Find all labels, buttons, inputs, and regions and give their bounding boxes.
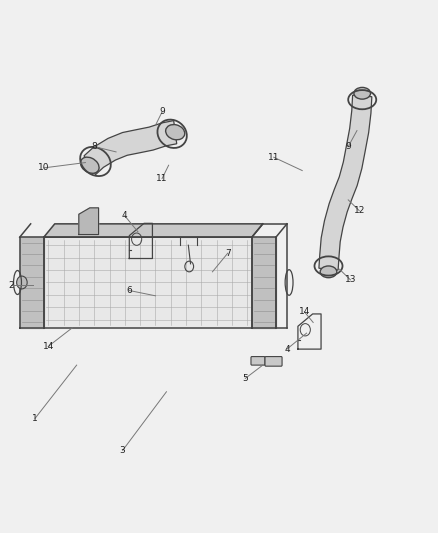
Text: 13: 13: [345, 276, 356, 284]
Text: 9: 9: [159, 108, 165, 116]
Polygon shape: [20, 237, 44, 328]
Text: 3: 3: [120, 446, 126, 455]
Text: 10: 10: [38, 164, 49, 172]
Polygon shape: [44, 224, 263, 237]
Ellipse shape: [320, 266, 337, 278]
Text: 4: 4: [284, 345, 290, 353]
Text: 2: 2: [8, 281, 14, 289]
Text: 1: 1: [32, 414, 38, 423]
FancyBboxPatch shape: [265, 357, 282, 366]
Polygon shape: [79, 208, 99, 235]
Text: 11: 11: [156, 174, 168, 183]
Text: 11: 11: [268, 153, 279, 161]
Text: 14: 14: [42, 342, 54, 351]
Text: 14: 14: [299, 308, 310, 316]
Text: 12: 12: [353, 206, 365, 215]
Polygon shape: [84, 120, 177, 175]
Text: 7: 7: [225, 249, 231, 257]
Text: 9: 9: [345, 142, 351, 151]
Polygon shape: [44, 237, 252, 328]
Ellipse shape: [354, 87, 371, 99]
Text: 6: 6: [126, 286, 132, 295]
Text: 5: 5: [242, 374, 248, 383]
Circle shape: [17, 276, 27, 289]
Text: 4: 4: [122, 212, 127, 220]
Ellipse shape: [81, 157, 99, 173]
FancyBboxPatch shape: [251, 357, 265, 365]
Polygon shape: [319, 95, 372, 270]
Text: 8: 8: [91, 142, 97, 151]
Ellipse shape: [166, 125, 185, 140]
Polygon shape: [252, 237, 276, 328]
